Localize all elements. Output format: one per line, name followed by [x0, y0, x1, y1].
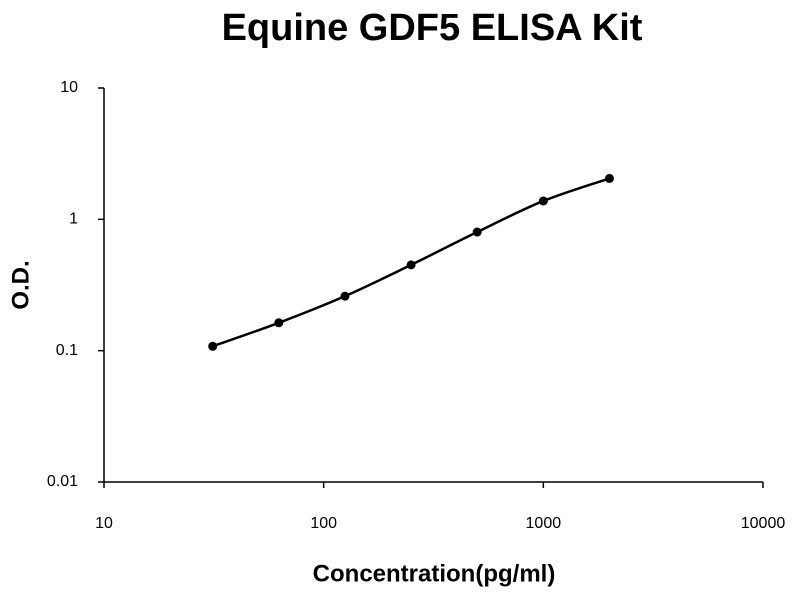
x-tick-label: 10 [95, 515, 113, 532]
y-tick-label: 0.01 [47, 473, 78, 490]
y-axis-label: O.D. [7, 260, 34, 309]
point [406, 260, 416, 270]
point [472, 227, 482, 237]
y-tick-label: 0.1 [56, 342, 78, 359]
point [538, 196, 548, 206]
x-tick-label: 1000 [526, 515, 562, 532]
x-tick-label: 100 [310, 515, 337, 532]
y-tick-label: 1 [69, 211, 78, 228]
point [274, 318, 284, 328]
chart-title: Equine GDF5 ELISA Kit [222, 7, 643, 49]
x-tick-label: 10000 [741, 515, 786, 532]
point [208, 341, 218, 351]
point [604, 173, 614, 183]
y-tick-label: 10 [60, 79, 78, 96]
point [340, 291, 350, 301]
x-axis-label: Concentration(pg/ml) [313, 560, 556, 587]
